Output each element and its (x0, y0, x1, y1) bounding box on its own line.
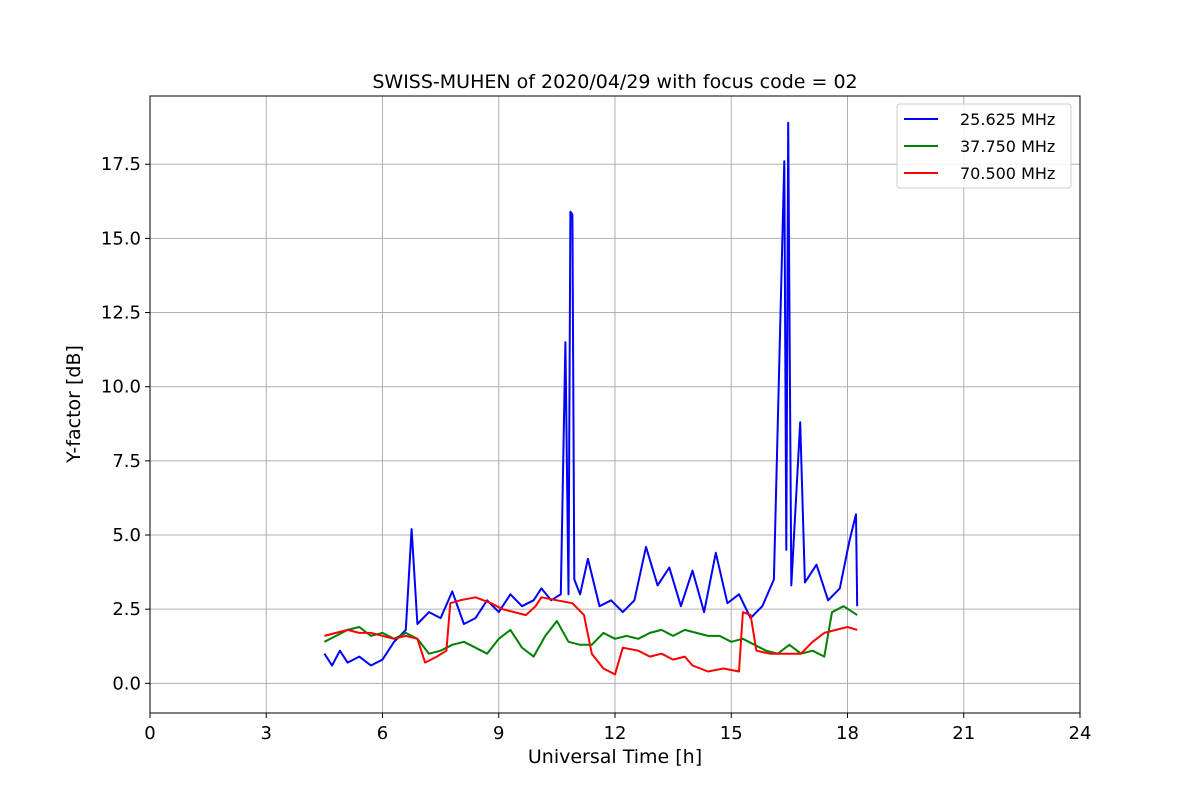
series-line-1 (323, 121, 859, 667)
x-tick-label: 3 (261, 723, 272, 744)
x-axis-label: Universal Time [h] (528, 746, 702, 768)
x-axis-ticks: 0 3 6 9 12 15 18 21 24 (144, 713, 1091, 744)
chart-title: SWISS-MUHEN of 2020/04/29 with focus cod… (372, 71, 857, 93)
grid (149, 96, 1081, 713)
legend-label-3: 70.500 MHz (960, 164, 1055, 183)
series-line-3 (324, 596, 858, 676)
legend-box (896, 103, 1072, 189)
y-axis-ticks: 0.0 2.5 5.0 7.5 10.0 12.5 15.0 17.5 (101, 154, 150, 694)
legend-label-2: 37.750 MHz (960, 137, 1055, 156)
x-tick-label: 6 (377, 723, 388, 744)
x-tick-label: 15 (720, 723, 743, 744)
legend: 25.625 MHz 37.750 MHz 70.500 MHz (896, 103, 1072, 189)
x-tick-label: 0 (144, 723, 155, 744)
y-axis-label: Y-factor [dB] (63, 345, 85, 464)
x-tick-label: 21 (952, 723, 975, 744)
y-tick-label: 15.0 (101, 228, 141, 249)
y-tick-label: 17.5 (101, 154, 141, 175)
x-tick-label: 12 (604, 723, 627, 744)
series-layer (323, 121, 859, 676)
x-tick-label: 18 (836, 723, 859, 744)
x-tick-label: 24 (1069, 723, 1092, 744)
y-tick-label: 10.0 (101, 377, 141, 398)
y-tick-label: 12.5 (101, 303, 141, 324)
y-tick-label: 7.5 (112, 451, 141, 472)
legend-label-1: 25.625 MHz (960, 110, 1055, 129)
y-tick-label: 0.0 (112, 673, 141, 694)
y-tick-label: 2.5 (112, 599, 141, 620)
y-tick-label: 5.0 (112, 525, 141, 546)
x-tick-label: 9 (493, 723, 504, 744)
